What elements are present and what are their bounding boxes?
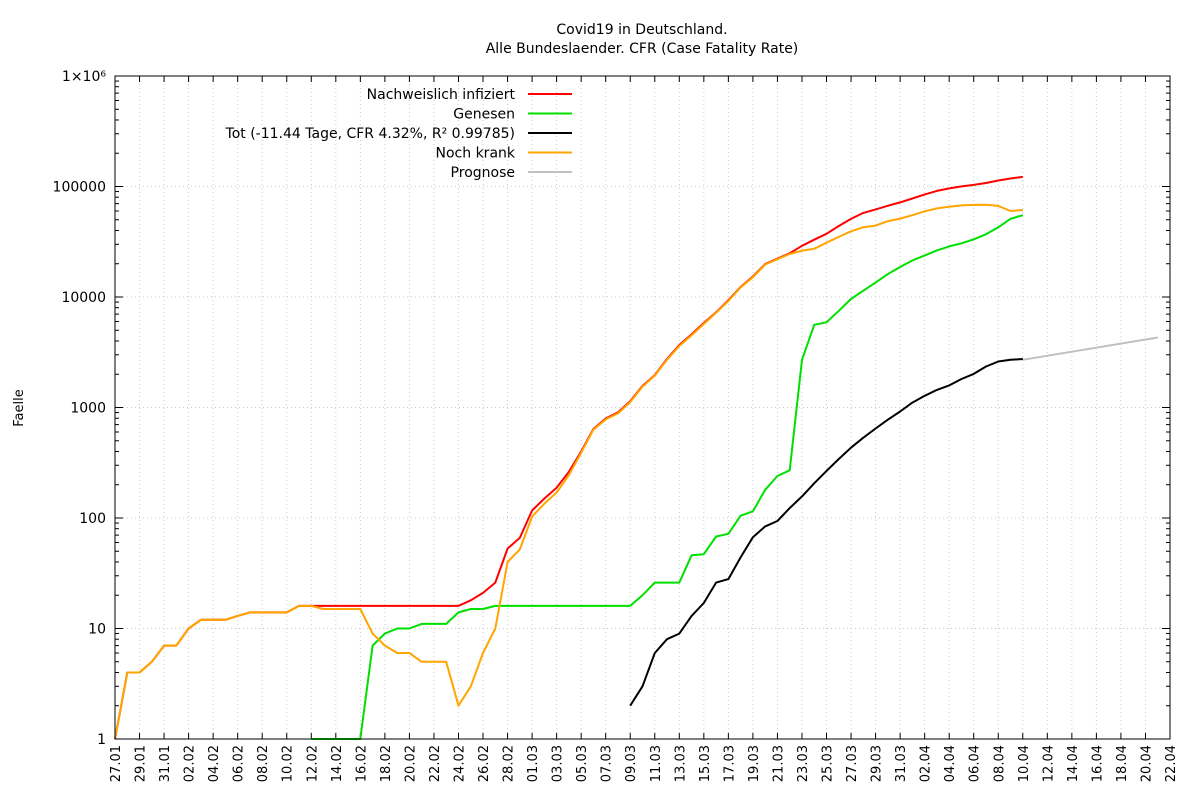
x-tick-label: 05.03 [575, 745, 590, 782]
x-tick-label: 06.02 [232, 745, 247, 782]
x-tick-label: 09.03 [624, 745, 639, 782]
x-tick-label: 10.02 [281, 745, 296, 782]
legend-label-genesen: Genesen [453, 107, 515, 123]
x-tick-label: 22.04 [1164, 745, 1179, 782]
plot-frame [114, 75, 1171, 740]
x-tick-label: 18.02 [379, 745, 394, 782]
y-axis-label: Faelle [12, 389, 27, 426]
x-tick-label: 17.03 [722, 745, 737, 782]
chart-title: Covid19 in Deutschland. [556, 22, 727, 38]
x-tick-label: 03.03 [551, 745, 566, 782]
grid-layer [115, 76, 1170, 739]
x-tick-label: 16.02 [354, 745, 369, 782]
x-tick-label: 21.03 [771, 745, 786, 782]
x-tick-label: 31.03 [894, 745, 909, 782]
series-line-genesen [311, 214, 1024, 740]
x-tick-label: 04.02 [207, 745, 222, 782]
x-tick-label: 26.02 [477, 745, 492, 782]
x-tick-label: 14.04 [1066, 745, 1081, 782]
x-tick-label: 25.03 [821, 745, 836, 782]
x-tick-label: 10.04 [1017, 745, 1032, 782]
x-tick-label: 27.03 [845, 745, 860, 782]
ticks-layer: 27.01 29.01 31.01 02.02 04.02 06.02 08.02 10.02… [53, 69, 1179, 782]
x-tick-label: 18.04 [1115, 745, 1130, 782]
y-tick-label: 1 [97, 732, 106, 748]
x-tick-label: 20.02 [403, 745, 418, 782]
x-tick-label: 27.01 [109, 745, 124, 782]
x-tick-label: 16.04 [1090, 745, 1105, 782]
x-tick-label: 29.03 [870, 745, 885, 782]
x-tick-label: 14.02 [330, 745, 345, 782]
x-tick-label: 02.04 [919, 745, 934, 782]
x-tick-label: 22.02 [428, 745, 443, 782]
y-tick-label: 100000 [53, 180, 106, 196]
chart-subtitle: Alle Bundeslaender. CFR (Case Fatality R… [486, 41, 799, 57]
x-tick-label: 12.02 [305, 745, 320, 782]
x-tick-label: 31.01 [158, 745, 173, 782]
x-tick-label: 01.03 [526, 745, 541, 782]
y-tick-label: 10 [88, 622, 106, 638]
x-tick-label: 07.03 [600, 745, 615, 782]
x-tick-label: 19.03 [747, 745, 762, 782]
series-line-tot [629, 358, 1023, 707]
x-tick-label: 24.02 [452, 745, 467, 782]
y-tick-label: 1×10⁶ [62, 69, 106, 85]
x-tick-label: 29.01 [134, 745, 149, 782]
x-tick-label: 15.03 [698, 745, 713, 782]
x-tick-label: 28.02 [502, 745, 517, 782]
legend-label-prognose: Prognose [451, 165, 515, 181]
x-tick-label: 04.04 [943, 745, 958, 782]
x-tick-label: 08.02 [256, 745, 271, 782]
x-tick-label: 08.04 [992, 745, 1007, 782]
y-tick-label: 100 [79, 511, 106, 527]
legend-label-tot: Tot (-11.44 Tage, CFR 4.32%, R² 0.99785) [225, 126, 515, 142]
series-line-noch [114, 203, 1023, 740]
legend-label-nachweislich: Nachweislich infiziert [367, 87, 516, 103]
legend-label-noch: Noch krank [436, 146, 516, 162]
series-layer [114, 175, 1158, 740]
y-tick-label: 1000 [70, 401, 106, 417]
y-tick-label: 10000 [61, 290, 106, 306]
x-tick-label: 23.03 [796, 745, 811, 782]
x-tick-label: 11.03 [649, 745, 664, 782]
x-tick-label: 12.04 [1041, 745, 1056, 782]
x-tick-label: 13.03 [673, 745, 688, 782]
x-tick-label: 06.04 [968, 745, 983, 782]
series-line-prognose [1022, 336, 1158, 361]
legend: Nachweislich infiziert Genesen Tot (-11.44… [225, 87, 572, 181]
x-tick-label: 20.04 [1139, 745, 1154, 782]
x-tick-label: 02.02 [183, 745, 198, 782]
